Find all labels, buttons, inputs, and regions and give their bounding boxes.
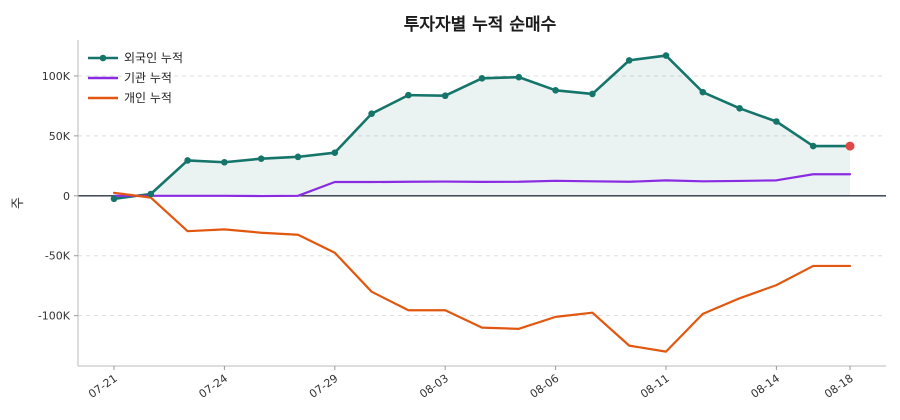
x-tick-label: 07-29 bbox=[307, 372, 341, 401]
x-tick-label: 08-14 bbox=[748, 372, 782, 401]
series-line bbox=[112, 191, 852, 353]
series-line bbox=[112, 173, 852, 198]
y-tick-label: 0 bbox=[63, 190, 70, 203]
series-point bbox=[478, 75, 486, 82]
series-point bbox=[147, 190, 155, 198]
series-point bbox=[773, 118, 780, 125]
series-point bbox=[257, 155, 265, 162]
series-point bbox=[368, 110, 375, 118]
series-point bbox=[405, 91, 412, 99]
x-tick-label: 07-24 bbox=[196, 372, 230, 401]
legend-label: 개인 누적 bbox=[124, 91, 172, 105]
series-last-point bbox=[845, 141, 855, 151]
series-point bbox=[331, 149, 339, 156]
series-point bbox=[736, 105, 743, 112]
series-point bbox=[110, 195, 118, 203]
series-point bbox=[552, 87, 559, 94]
chart-title: 투자자별 누적 순매수 bbox=[404, 15, 557, 35]
x-tick-label: 08-18 bbox=[822, 372, 856, 401]
series-point bbox=[294, 153, 302, 161]
y-axis-label: 주 bbox=[11, 197, 26, 209]
series-point bbox=[662, 52, 670, 59]
x-tick-label: 07-21 bbox=[86, 372, 120, 401]
series-point bbox=[515, 73, 523, 81]
legend-label: 기관 누적 bbox=[124, 71, 172, 85]
y-tick-label: 50K bbox=[49, 130, 71, 143]
x-tick-label: 08-06 bbox=[528, 372, 562, 401]
y-tick-label: -50K bbox=[45, 250, 71, 263]
x-tick-label: 08-11 bbox=[638, 372, 672, 401]
series-point bbox=[184, 157, 191, 164]
series-point bbox=[441, 92, 449, 100]
series-point bbox=[699, 88, 707, 96]
series-point bbox=[625, 57, 633, 64]
axes-layer bbox=[77, 40, 886, 367]
y-tick-label: -100K bbox=[38, 310, 71, 323]
series-points bbox=[110, 52, 855, 203]
area-layer bbox=[114, 55, 850, 199]
legend-marker bbox=[99, 54, 107, 62]
series-point bbox=[221, 158, 228, 166]
x-tick-label: 08-03 bbox=[417, 372, 451, 401]
y-tick-label: 100K bbox=[42, 70, 71, 83]
series-area bbox=[114, 55, 850, 199]
series-point bbox=[809, 142, 817, 150]
series-point bbox=[589, 90, 596, 98]
legend-label: 외국인 누적 bbox=[124, 51, 183, 65]
